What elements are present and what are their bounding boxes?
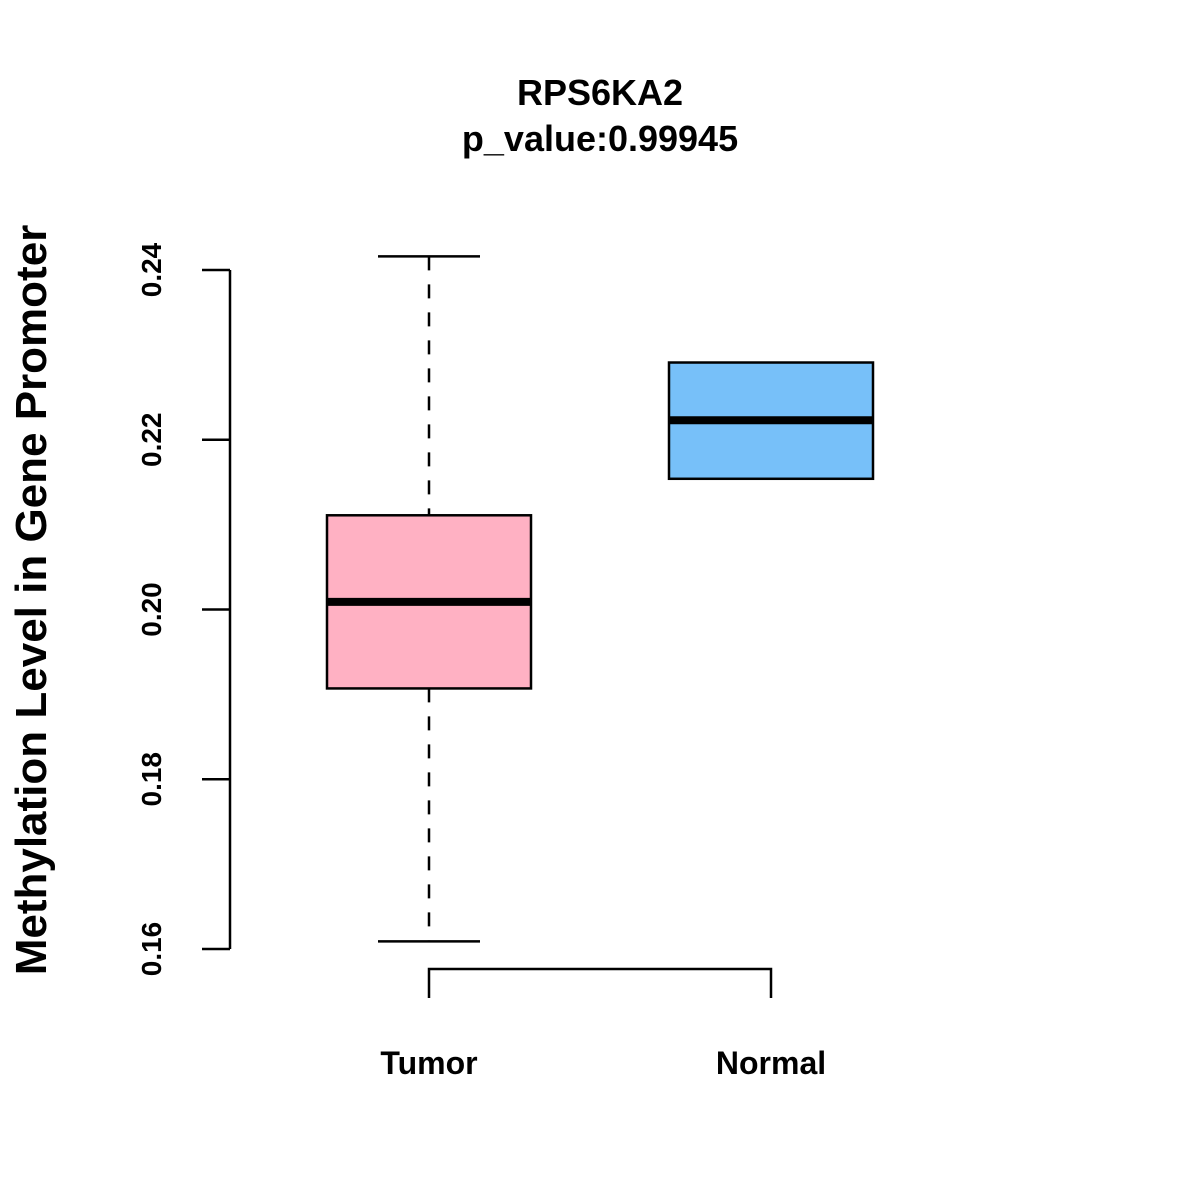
y-ticks: 0.16 0.18 0.20 0.22 0.24 xyxy=(136,242,230,976)
y-tick-label: 0.18 xyxy=(136,752,167,807)
bracket-line xyxy=(427,967,773,998)
x-category-normal: Normal xyxy=(716,1045,826,1081)
y-tick-label: 0.22 xyxy=(136,413,167,468)
x-category-tumor: Tumor xyxy=(380,1045,477,1081)
box-normal xyxy=(667,361,875,481)
chart-title: RPS6KA2 xyxy=(517,72,683,113)
significance-bracket xyxy=(427,967,773,998)
y-axis-label: Methylation Level in Gene Promoter xyxy=(7,225,56,976)
x-category-labels: Tumor Normal xyxy=(380,1045,826,1081)
chart-subtitle: p_value:0.99945 xyxy=(462,118,738,159)
y-tick-label: 0.24 xyxy=(136,242,167,297)
y-tick-label: 0.16 xyxy=(136,922,167,977)
box-series xyxy=(325,255,875,943)
y-tick-label: 0.20 xyxy=(136,582,167,637)
box-tumor xyxy=(325,255,533,943)
